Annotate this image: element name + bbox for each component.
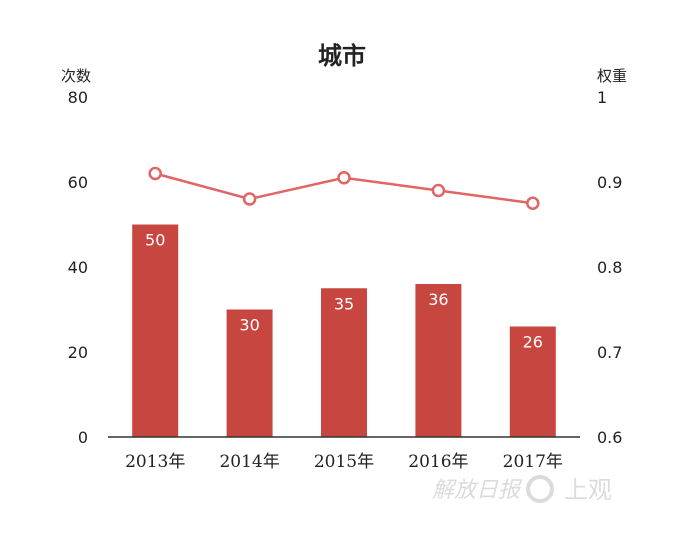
bar [415, 284, 462, 437]
chart-title: 城市 [318, 42, 366, 70]
x-tick-label: 2017年 [503, 452, 563, 472]
bar [226, 309, 273, 437]
bar-data-label: 50 [145, 231, 165, 250]
line-point [431, 183, 446, 198]
bar-data-label: 35 [334, 294, 354, 313]
bar-series: 50 30 35 36 26 [132, 224, 556, 437]
x-axis: 2013年 2014年 2015年 2016年 2017年 [125, 452, 563, 472]
y2-tick-label: 0.9 [597, 173, 622, 192]
watermark-text-2: 上观 [564, 476, 612, 504]
y2-tick-label: 0.6 [597, 428, 622, 447]
y2-tick-label: 0.7 [597, 343, 622, 362]
y-tick-label: 60 [68, 173, 88, 192]
y-tick-label: 0 [78, 428, 88, 447]
y2-tick-label: 1 [597, 88, 607, 107]
watermark: 解放日报 上观 [432, 475, 612, 504]
watermark-logo [526, 475, 554, 503]
y-axis: 0 20 40 60 80 [68, 88, 88, 447]
bar-data-label: 26 [523, 333, 543, 352]
bar [132, 224, 179, 437]
line-point [337, 171, 351, 185]
bar-data-label: 36 [428, 290, 448, 309]
x-tick-label: 2016年 [408, 452, 468, 472]
y-tick-label: 80 [68, 88, 88, 107]
bar [509, 326, 556, 437]
x-tick-label: 2013年 [125, 452, 185, 472]
line-point [242, 192, 257, 206]
y2-axis-label: 权重 [597, 67, 627, 85]
x-tick-label: 2014年 [219, 452, 279, 472]
watermark-text: 解放日报 [432, 478, 523, 503]
y-tick-label: 40 [68, 258, 88, 277]
y2-tick-label: 0.8 [597, 258, 622, 277]
y-axis-label: 次数 [61, 67, 91, 85]
line-point [526, 196, 540, 210]
y2-axis: 0.6 0.7 0.8 0.9 1 [597, 88, 622, 447]
x-tick-label: 2015年 [314, 452, 374, 472]
line-series [148, 166, 540, 210]
bar-data-label: 30 [239, 316, 259, 335]
bar [321, 288, 367, 437]
line-point [148, 166, 162, 181]
y-tick-label: 20 [68, 343, 88, 362]
